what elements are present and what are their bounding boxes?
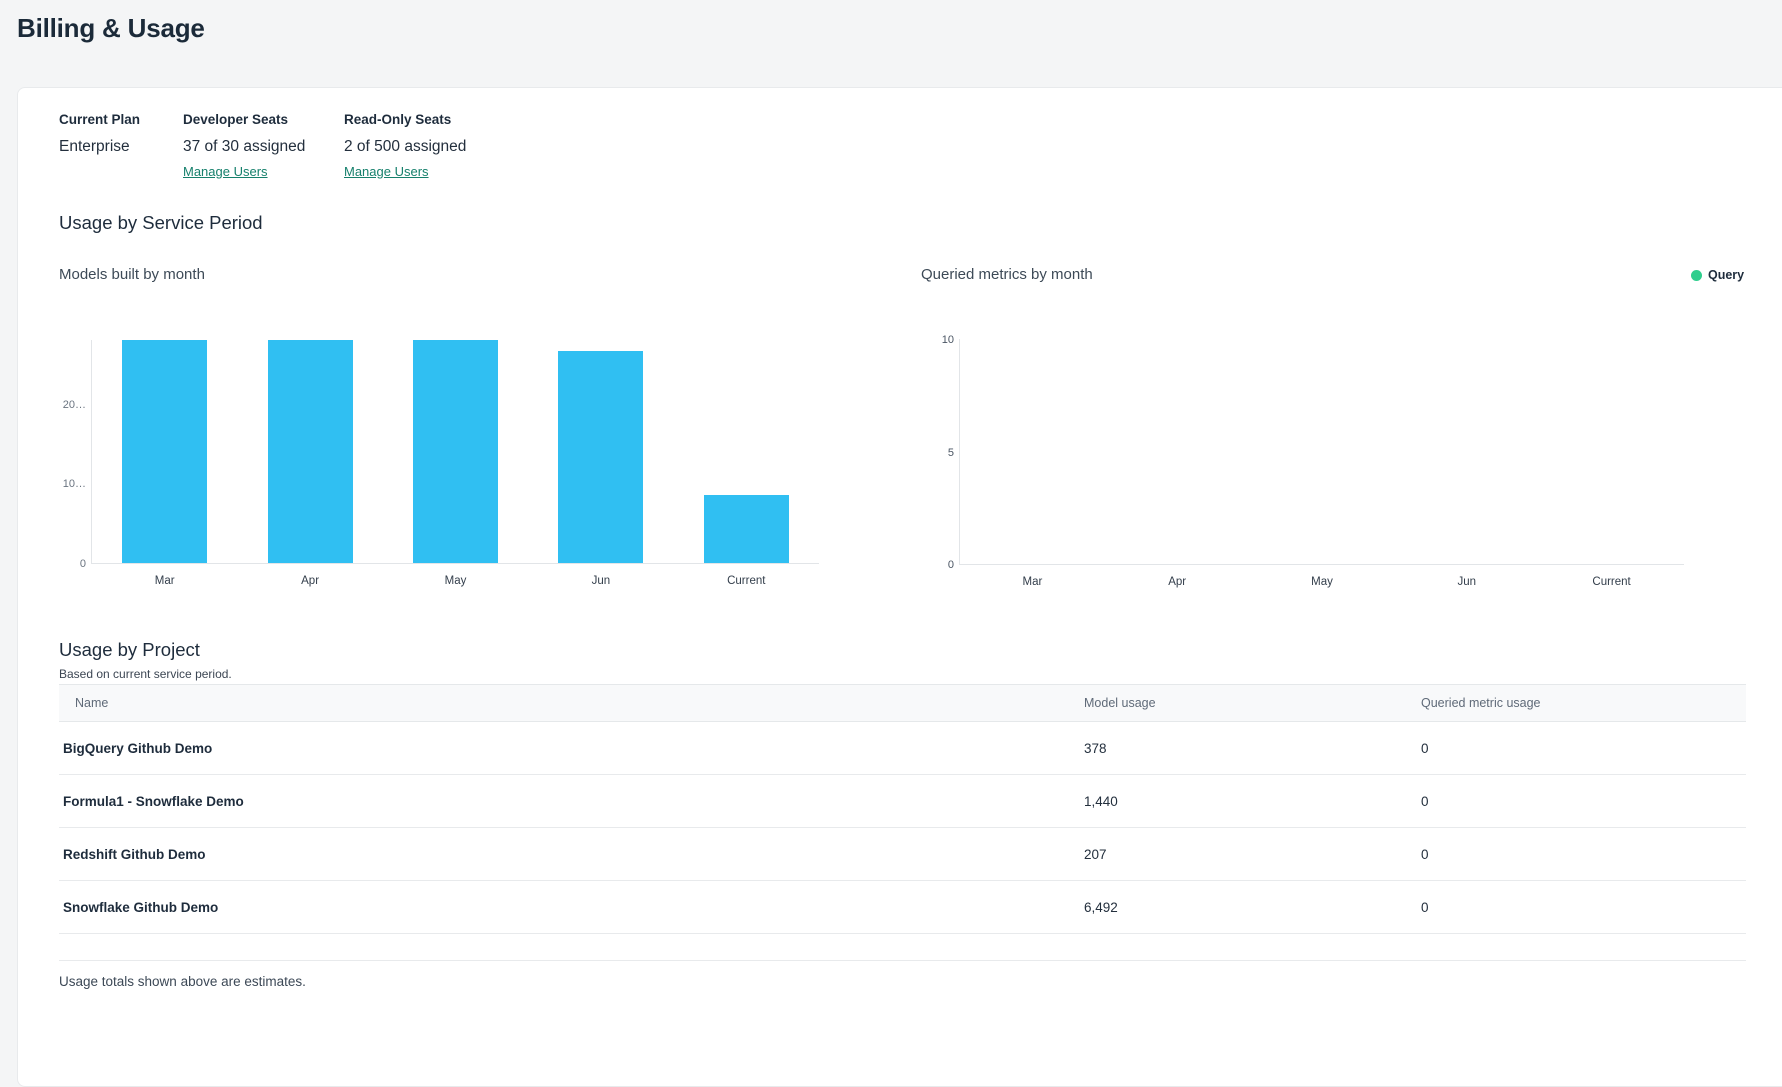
legend-query-dot-icon <box>1691 269 1702 281</box>
column-header-name: Name <box>75 696 109 710</box>
x-tick-label: Apr <box>1168 576 1187 588</box>
queried-metric-usage-value: 0 <box>1421 899 1429 915</box>
model-usage-value: 6,492 <box>1084 899 1118 915</box>
queried-metric-usage-value: 0 <box>1421 793 1429 809</box>
developer-seats-value: 37 of 30 assigned <box>183 138 306 155</box>
usage-by-project-heading: Usage by Project <box>59 639 200 660</box>
usage-table-body: BigQuery Github Demo 378 0 Formula1 - Snowf… <box>59 722 1746 934</box>
queried-metrics-chart-title: Queried metrics by month <box>921 266 1093 283</box>
y-tick-label: 0 <box>947 559 954 571</box>
developer-seats-column: Developer Seats 37 of 30 assigned Manage… <box>183 112 305 181</box>
y-tick-label: 20… <box>62 398 86 411</box>
usage-by-project-subtitle: Based on current service period. <box>59 667 232 681</box>
usage-estimates-note: Usage totals shown above are estimates. <box>59 974 306 989</box>
current-plan-label: Current Plan <box>59 112 141 127</box>
y-tick-label: 0 <box>79 558 86 570</box>
x-tick-label: Current <box>727 575 766 587</box>
legend-query-label: Query <box>1708 268 1745 282</box>
project-name: BigQuery Github Demo <box>63 740 213 756</box>
x-tick-label: Mar <box>154 575 175 587</box>
x-tick-label: Jun <box>1457 576 1477 588</box>
y-tick-label: 5 <box>947 446 954 459</box>
table-row: Snowflake Github Demo 6,492 0 <box>59 881 1746 934</box>
bar-may[interactable] <box>413 340 498 563</box>
manage-users-link-readonly[interactable]: Manage Users <box>344 164 429 179</box>
table-header-row: Name Model usage Queried metric usage <box>59 684 1746 722</box>
table-footer-strip <box>59 934 1746 961</box>
x-tick-label: May <box>1311 576 1333 588</box>
project-name: Redshift Github Demo <box>63 846 206 862</box>
queried-metric-usage-value: 0 <box>1421 846 1429 862</box>
table-row: Formula1 - Snowflake Demo 1,440 0 <box>59 775 1746 828</box>
billing-card: Current Plan Enterprise Developer Seats … <box>17 87 1782 1087</box>
bar-current[interactable] <box>703 495 789 563</box>
table-row: BigQuery Github Demo 378 0 <box>59 722 1746 775</box>
current-plan-value: Enterprise <box>59 138 130 155</box>
project-name: Formula1 - Snowflake Demo <box>63 793 244 809</box>
table-row: Redshift Github Demo 207 0 <box>59 828 1746 881</box>
model-usage-value: 1,440 <box>1084 793 1118 809</box>
model-usage-value: 378 <box>1084 740 1107 756</box>
x-tick-label: Mar <box>1022 576 1043 588</box>
project-name: Snowflake Github Demo <box>63 899 219 915</box>
bar-apr[interactable] <box>267 340 353 563</box>
usage-by-project-table: Name Model usage Queried metric usage Bi… <box>59 684 1746 961</box>
readonly-seats-value: 2 of 500 assigned <box>344 138 467 155</box>
readonly-seats-label: Read-Only Seats <box>344 112 452 127</box>
models-built-chart-title: Models built by month <box>59 266 205 283</box>
models-built-chart: 0 10… 20… Mar Apr May Jun Current <box>63 340 819 587</box>
model-usage-value: 207 <box>1084 846 1107 862</box>
usage-by-service-period-heading: Usage by Service Period <box>59 212 263 233</box>
bar-jun[interactable] <box>558 351 644 563</box>
developer-seats-label: Developer Seats <box>183 112 289 127</box>
manage-users-link-developer[interactable]: Manage Users <box>183 164 268 179</box>
readonly-seats-column: Read-Only Seats 2 of 500 assigned Manage… <box>344 112 466 181</box>
queried-metrics-chart: 0 5 10 Mar Apr May Jun Current <box>942 334 1684 588</box>
page-title: Billing & Usage <box>17 13 205 43</box>
query-legend: Query <box>1691 268 1744 282</box>
x-tick-label: May <box>444 575 467 587</box>
x-tick-label: Jun <box>591 575 611 587</box>
bar-mar[interactable] <box>122 340 208 563</box>
x-tick-label: Current <box>1592 576 1631 588</box>
queried-metric-usage-value: 0 <box>1421 740 1429 756</box>
current-plan-column: Current Plan Enterprise <box>59 112 140 156</box>
y-tick-label: 10 <box>941 334 954 346</box>
x-tick-label: Apr <box>301 575 320 587</box>
column-header-model-usage: Model usage <box>1084 696 1156 710</box>
column-header-queried-metric-usage: Queried metric usage <box>1421 696 1541 710</box>
y-tick-label: 10… <box>62 478 86 491</box>
